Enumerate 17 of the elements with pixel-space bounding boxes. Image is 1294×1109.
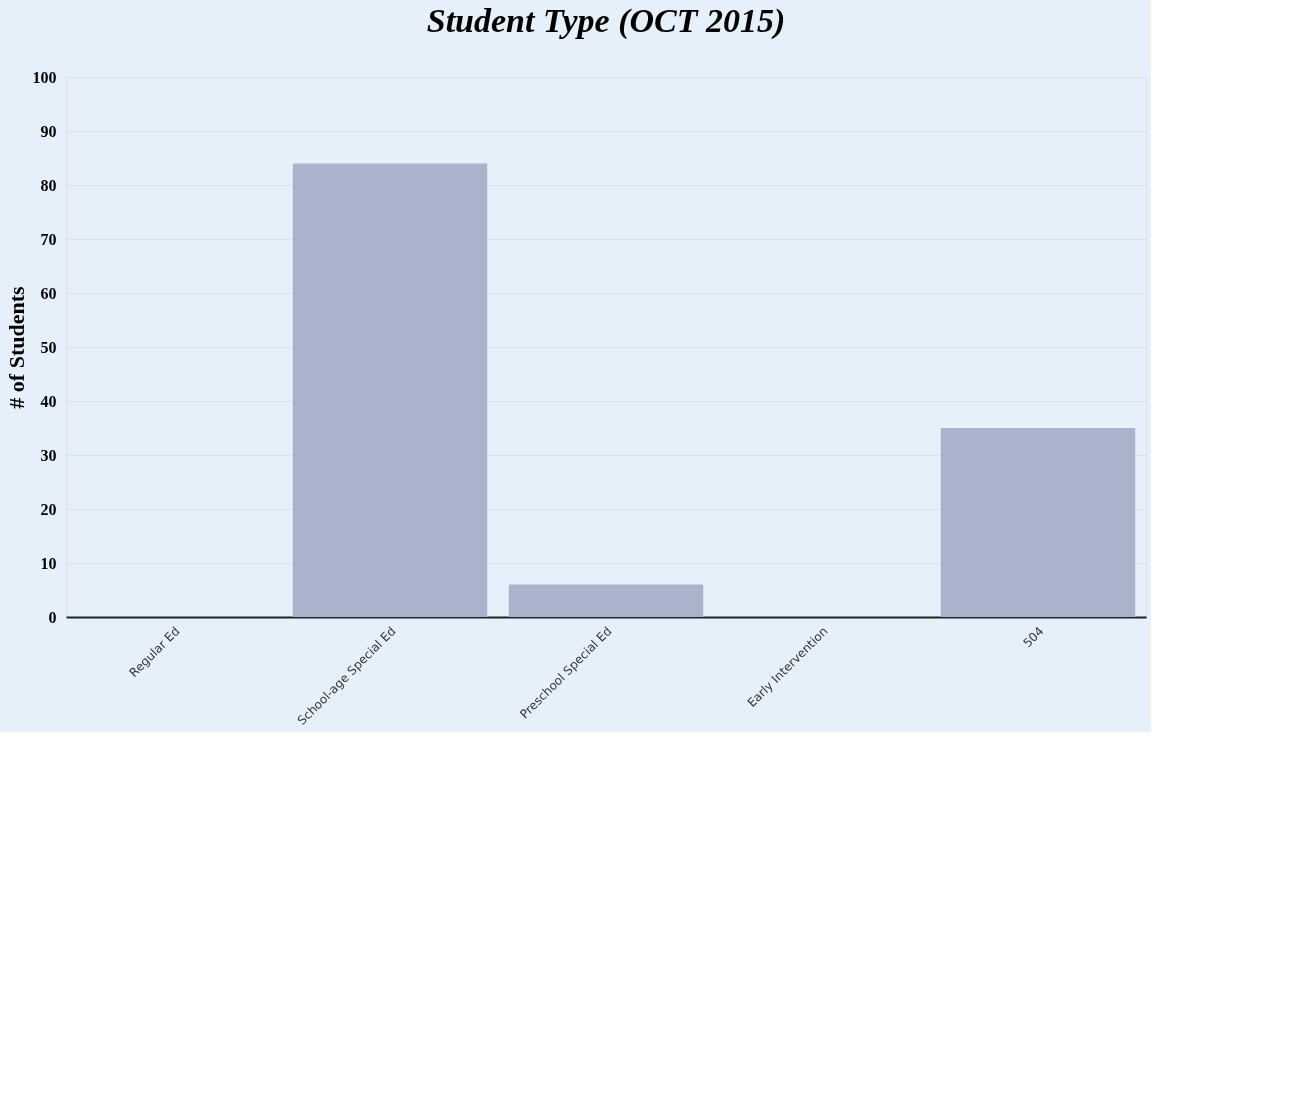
- y-axis-title: # of Students: [3, 285, 29, 409]
- bar: [940, 428, 1136, 617]
- x-tick-label: 504: [1020, 624, 1047, 651]
- y-tick-label: 10: [40, 554, 57, 572]
- y-tick-label: 30: [40, 446, 57, 464]
- y-tick-label: 80: [40, 176, 57, 194]
- y-tick-label: 90: [40, 122, 57, 140]
- y-tick-label: 70: [40, 230, 57, 248]
- chart-title: Student Type (OCT 2015): [426, 2, 786, 40]
- bar: [292, 163, 488, 617]
- y-tick-label: 0: [48, 608, 57, 626]
- y-tick-label: 60: [40, 284, 57, 302]
- y-tick-label: 100: [32, 68, 57, 86]
- y-tick-label: 40: [40, 392, 57, 410]
- y-tick-label: 50: [40, 338, 57, 356]
- y-tick-label: 20: [40, 500, 57, 518]
- bar: [508, 584, 704, 617]
